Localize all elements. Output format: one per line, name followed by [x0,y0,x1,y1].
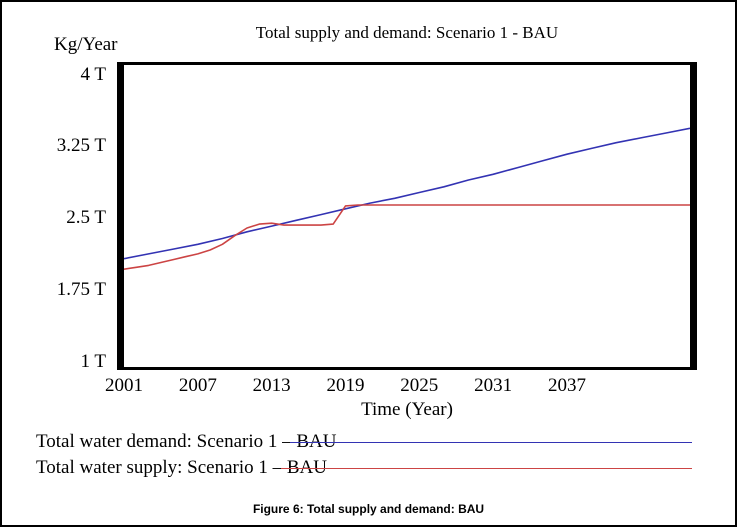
x-tick-label: 2019 [326,375,365,396]
legend-item: Total water supply: Scenario 1 – BAU [36,455,692,481]
legend-item: Total water demand: Scenario 1 – BAU [36,429,692,455]
y-axis-tick-labels: 4 T 3.25 T 2.5 T 1.75 T 1 T [2,63,110,373]
series-line [124,204,690,270]
legend-line [281,467,692,469]
y-tick-label: 1.75 T [56,279,106,301]
x-axis-title: Time (Year) [361,399,453,420]
figure-caption: Figure 6: Total supply and demand: BAU [252,502,485,516]
y-tick-label: 4 T [80,63,106,85]
plot-area [117,62,697,370]
y-tick-label: 3.25 T [56,135,106,157]
x-tick-label: 2007 [178,375,217,396]
y-tick-label: 1 T [80,351,106,373]
x-tick-label: 2013 [252,375,291,396]
chart-title: Total supply and demand: Scenario 1 - BA… [255,23,559,42]
x-tick-label: 2037 [547,375,586,396]
legend-label: Total water demand: Scenario 1 – BAU [36,431,337,452]
plot-canvas [124,127,690,270]
x-tick-label: 2025 [400,375,439,396]
legend: Total water demand: Scenario 1 – BAU Tota… [36,429,692,481]
series-line [124,127,690,260]
x-axis-tick-labels: 2001 2007 2013 2019 2025 2031 2037 [105,375,690,399]
x-tick-label: 2031 [474,375,513,396]
legend-label: Total water supply: Scenario 1 – BAU [36,457,328,478]
x-tick-label: 2001 [105,375,143,396]
legend-line [290,441,692,443]
y-axis-unit-label: Kg/Year [54,34,118,55]
y-tick-label: 2.5 T [66,207,106,229]
